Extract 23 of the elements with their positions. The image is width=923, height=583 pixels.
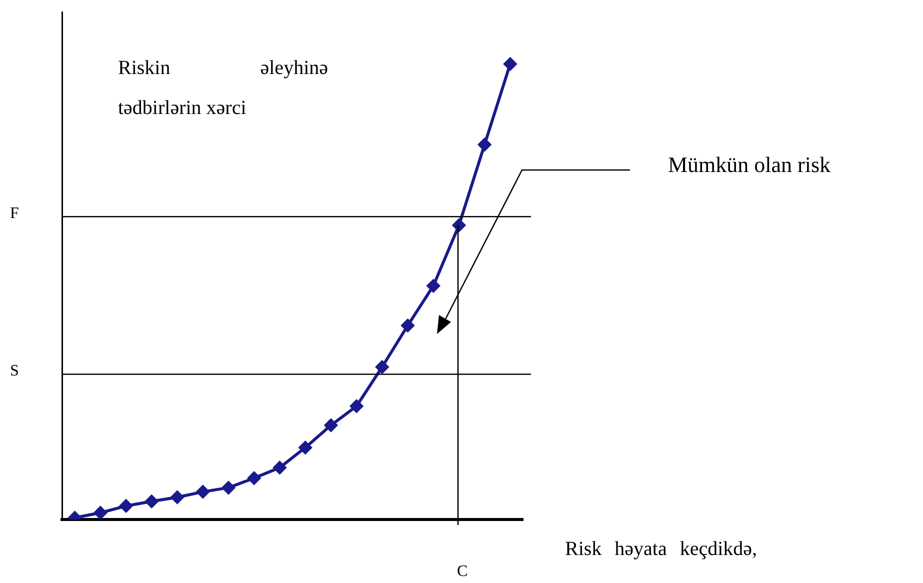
point [94, 506, 107, 520]
point [120, 499, 133, 512]
point [196, 485, 210, 498]
text: C [457, 563, 468, 581]
point [401, 318, 414, 332]
point [478, 138, 492, 152]
point [376, 360, 389, 374]
point [170, 490, 184, 504]
point [426, 279, 440, 292]
point [324, 418, 338, 432]
text: Mümkün olan risk [668, 152, 831, 178]
point [273, 461, 286, 474]
point [248, 472, 261, 485]
y-axis-title: Riskin əleyhinə tədbirlərin xərci [118, 56, 328, 121]
point [350, 400, 364, 413]
point [222, 481, 235, 494]
point [298, 441, 312, 454]
point [145, 494, 158, 508]
point [504, 57, 517, 70]
ref-line-label: F [10, 204, 19, 222]
x-axis-title: Risk həyata keçdikdə, [565, 538, 758, 561]
point [452, 218, 466, 232]
ref-line-label: S [10, 362, 19, 380]
